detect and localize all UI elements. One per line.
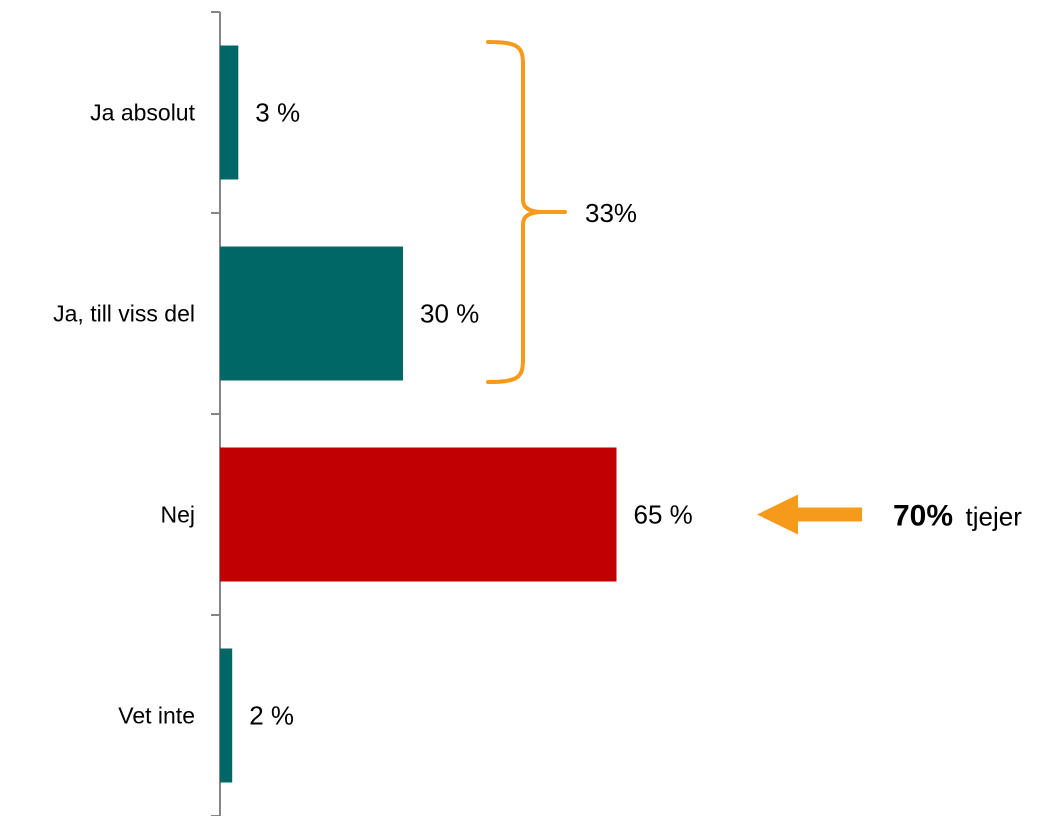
bar bbox=[220, 648, 233, 783]
axis-layer bbox=[211, 11, 221, 816]
bars-layer bbox=[220, 45, 617, 783]
bar-data-label: 30 % bbox=[420, 299, 479, 329]
bar bbox=[220, 45, 239, 180]
arrow-left-icon bbox=[757, 494, 798, 535]
arrow-shaft bbox=[797, 507, 862, 522]
bar-data-label: 2 % bbox=[249, 701, 294, 731]
bar bbox=[220, 246, 403, 381]
callout-value: 70% bbox=[893, 500, 953, 533]
bracket-annotation: 33% bbox=[486, 40, 637, 384]
bar-data-label: 65 % bbox=[634, 500, 693, 530]
category-tick-label: Vet inte bbox=[118, 703, 195, 729]
callout-annotation: 70% tjejer bbox=[757, 494, 1022, 535]
category-tick-label: Ja, till viss del bbox=[53, 301, 195, 327]
callout-text: tjejer bbox=[966, 502, 1023, 532]
bracket-total-label: 33% bbox=[585, 198, 637, 228]
category-tick-label: Ja absolut bbox=[90, 100, 195, 126]
bar bbox=[220, 447, 617, 582]
curly-bracket bbox=[486, 40, 567, 384]
labels-layer: Ja absolut 3 % Ja, till viss del 30 % Nej 65 … bbox=[53, 98, 693, 731]
bar-data-label: 3 % bbox=[255, 98, 300, 128]
category-tick-label: Nej bbox=[160, 502, 195, 528]
callout-label: 70% tjejer bbox=[893, 500, 1022, 533]
